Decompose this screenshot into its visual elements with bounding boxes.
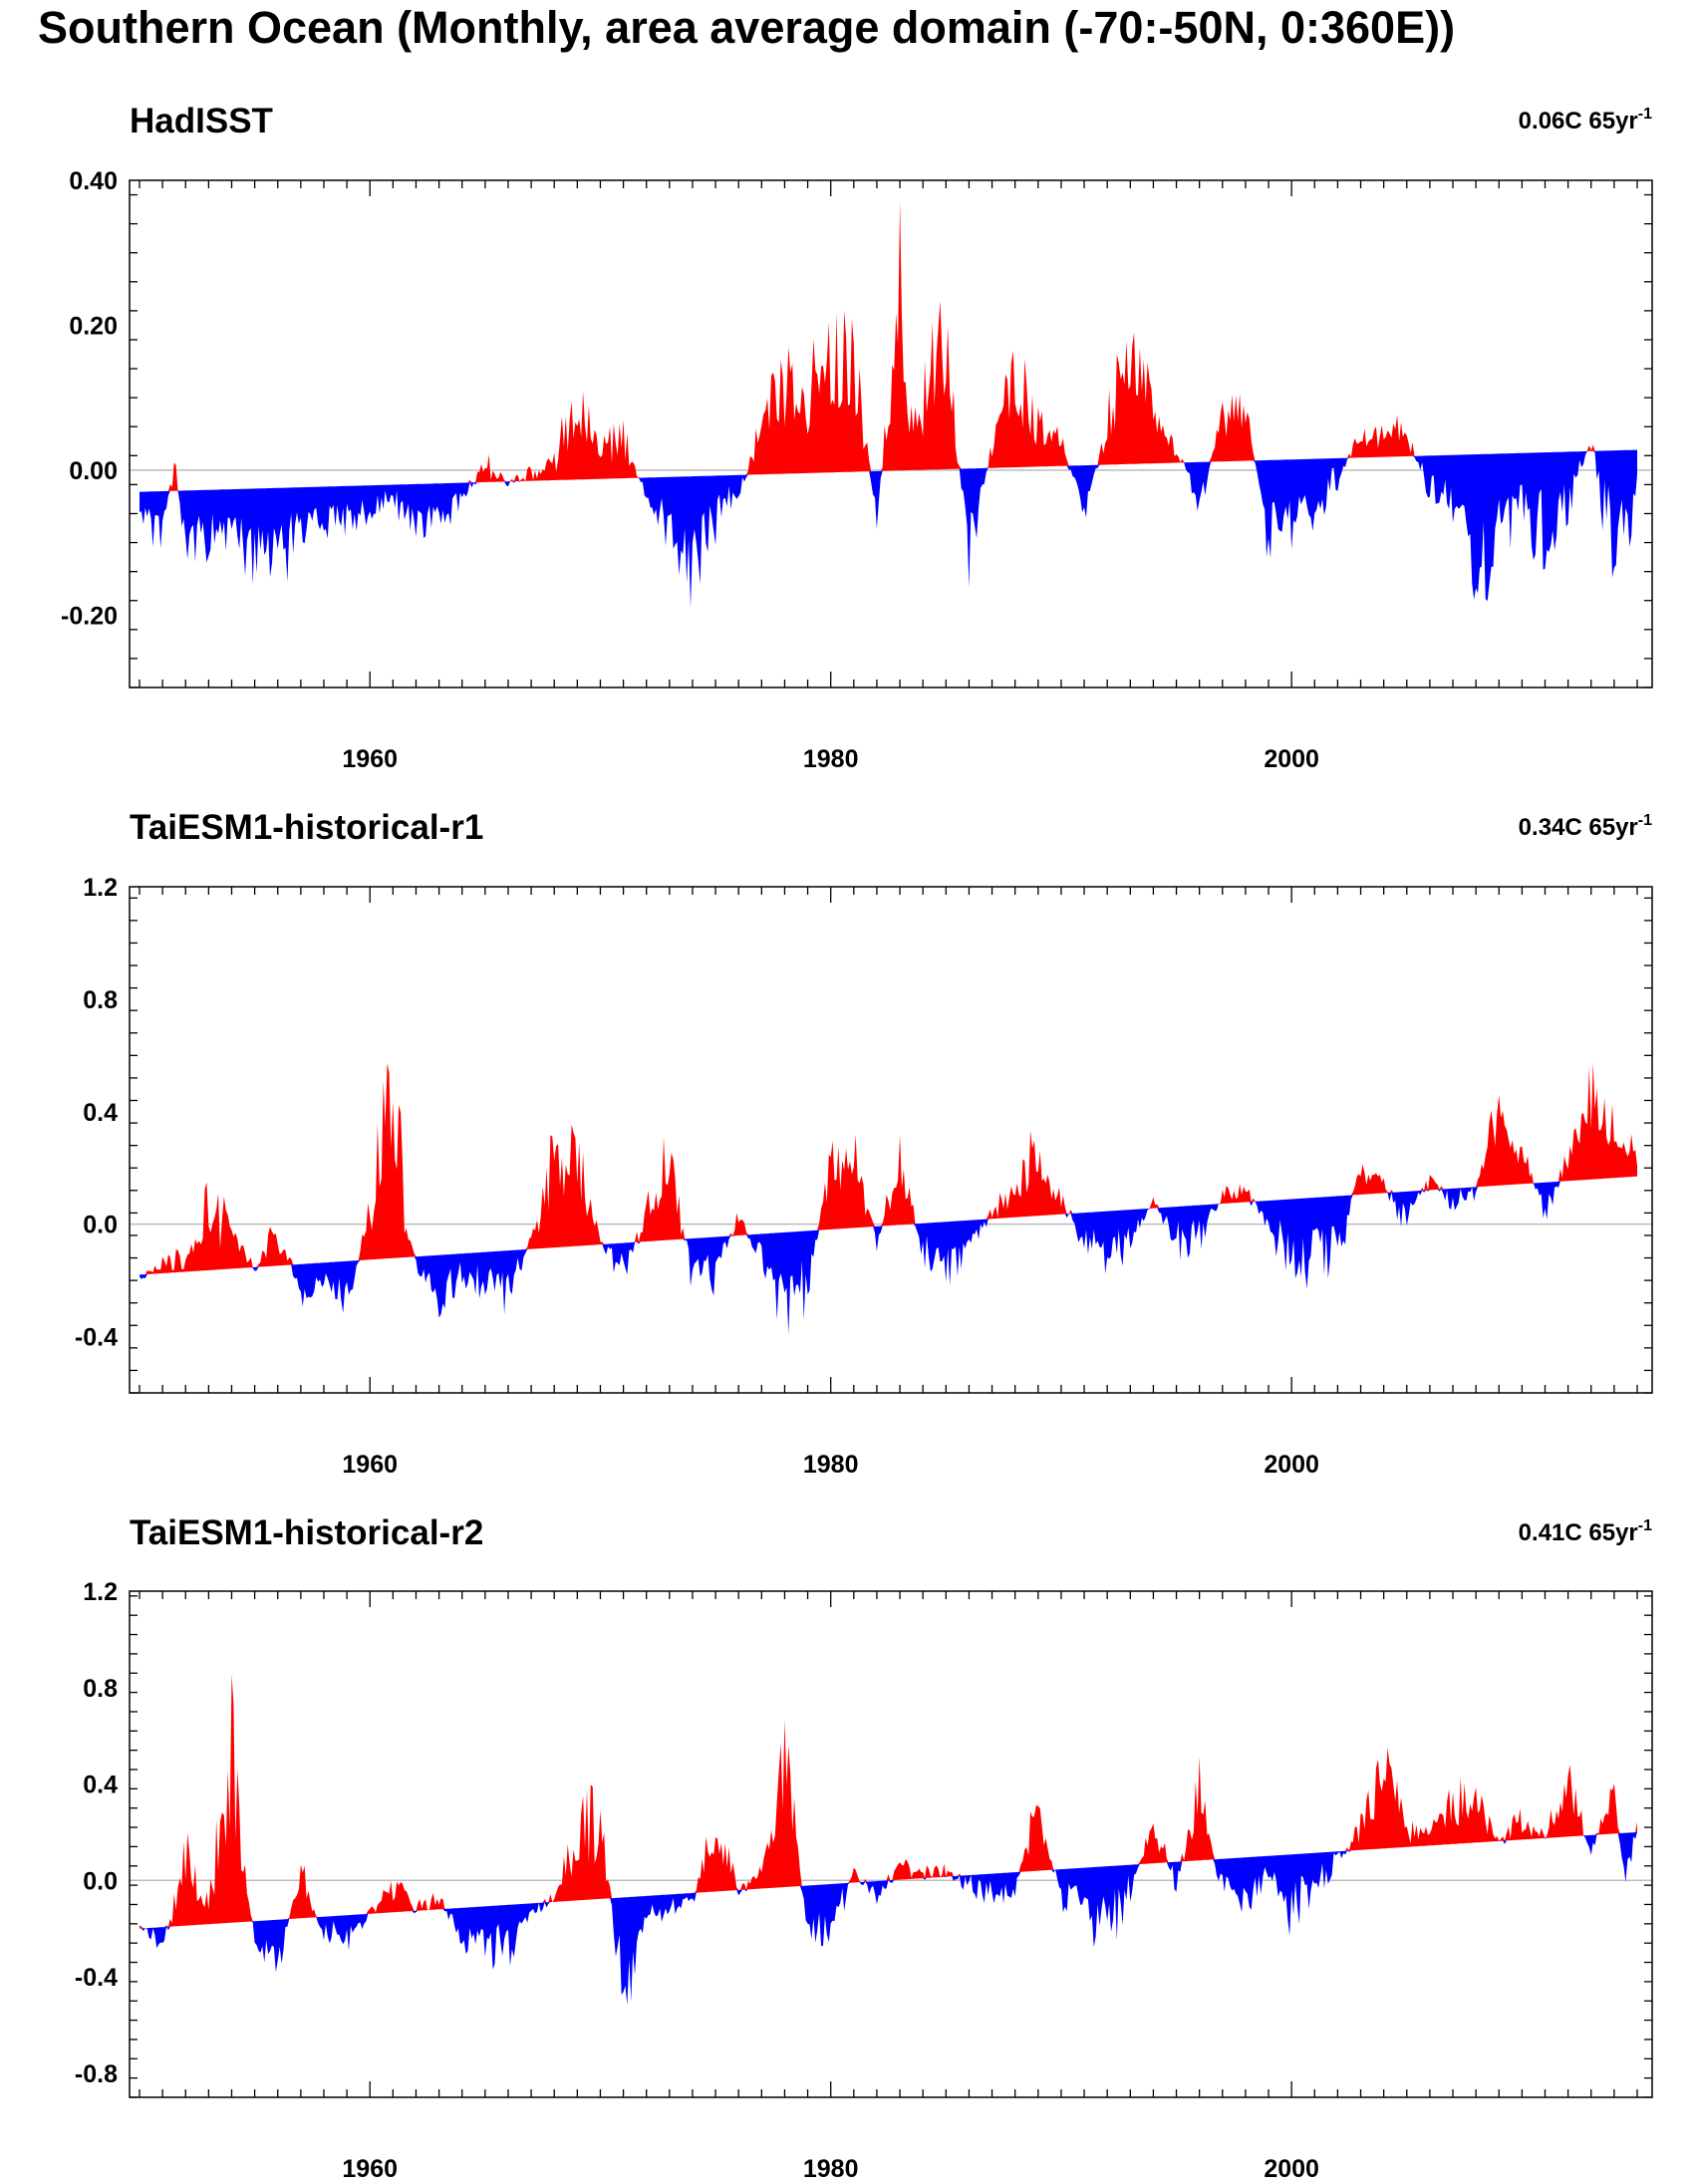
panels: HadISST 0.06C 65yr-1-0.200.000.200.401960…: [61, 102, 1653, 2183]
y-tick-label: -0.8: [75, 2060, 118, 2088]
trend-text: 0.34C 65yr: [1519, 814, 1638, 841]
x-tick-label: 1960: [342, 745, 398, 773]
y-tick-label: 0.00: [69, 457, 118, 485]
x-tick-label: 1980: [803, 1451, 859, 1479]
series-areas: [140, 1674, 1637, 2006]
y-tick-label: 1.2: [83, 874, 118, 902]
positive-anomaly-area: [140, 201, 1637, 492]
trend-superscript: -1: [1638, 106, 1652, 123]
series-areas: [140, 1062, 1637, 1334]
trend-superscript: -1: [1638, 812, 1652, 829]
negative-anomaly-area: [140, 449, 1637, 608]
y-tick-label: 0.8: [83, 1675, 118, 1703]
y-tick-label: 0.4: [83, 1099, 118, 1127]
series-areas: [140, 201, 1637, 608]
y-tick-label: 0.40: [69, 167, 118, 195]
y-tick-label: 0.0: [83, 1212, 118, 1239]
trend-label: 0.06C 65yr-1: [1519, 106, 1652, 135]
plot-frame: [129, 179, 1653, 688]
panel-title: TaiESM1-historical-r1: [130, 808, 483, 847]
negative-anomaly-area: [140, 1176, 1637, 1334]
y-tick-label: -0.4: [75, 1324, 118, 1352]
negative-anomaly-area: [140, 1831, 1637, 2006]
y-tick-label: 0.8: [83, 986, 118, 1014]
y-tick-label: 1.2: [83, 1578, 118, 1606]
y-tick-label: 0.4: [83, 1772, 118, 1799]
y-tick-label: -0.20: [61, 602, 118, 630]
x-tick-label: 2000: [1264, 745, 1319, 773]
positive-anomaly-area: [140, 1062, 1637, 1275]
x-tick-label: 2000: [1264, 1451, 1319, 1479]
main-title: Southern Ocean (Monthly, area average do…: [38, 2, 1455, 53]
x-tick-label: 1980: [803, 745, 859, 773]
y-tick-label: 0.20: [69, 312, 118, 340]
x-tick-label: 2000: [1264, 2155, 1319, 2183]
trend-text: 0.06C 65yr: [1519, 108, 1638, 135]
y-tick-label: -0.4: [75, 1964, 118, 1992]
plot-frame: [129, 886, 1653, 1394]
plot-frame: [129, 1590, 1653, 2098]
panel-1: HadISST 0.06C 65yr-1 -0.20 0.00 0.20 0.40 1960…: [61, 102, 1653, 773]
panel-3: TaiESM1-historical-r2 0.41C 65yr-1 -0.8 -0.…: [75, 1513, 1653, 2183]
panel-title: TaiESM1-historical-r2: [130, 1513, 483, 1552]
trend-text: 0.41C 65yr: [1519, 1519, 1638, 1546]
x-tick-label: 1960: [342, 1451, 398, 1479]
trend-label: 0.34C 65yr-1: [1519, 812, 1652, 841]
trend-superscript: -1: [1638, 1517, 1652, 1534]
x-tick-label: 1960: [342, 2155, 398, 2183]
panel-title: HadISST: [130, 102, 273, 140]
trend-label: 0.41C 65yr-1: [1519, 1517, 1652, 1546]
positive-anomaly-area: [140, 1674, 1637, 1929]
x-tick-label: 1980: [803, 2155, 859, 2183]
y-tick-label: 0.0: [83, 1867, 118, 1895]
panel-2: TaiESM1-historical-r1 0.34C 65yr-1 -0.4 0.0…: [75, 808, 1653, 1479]
